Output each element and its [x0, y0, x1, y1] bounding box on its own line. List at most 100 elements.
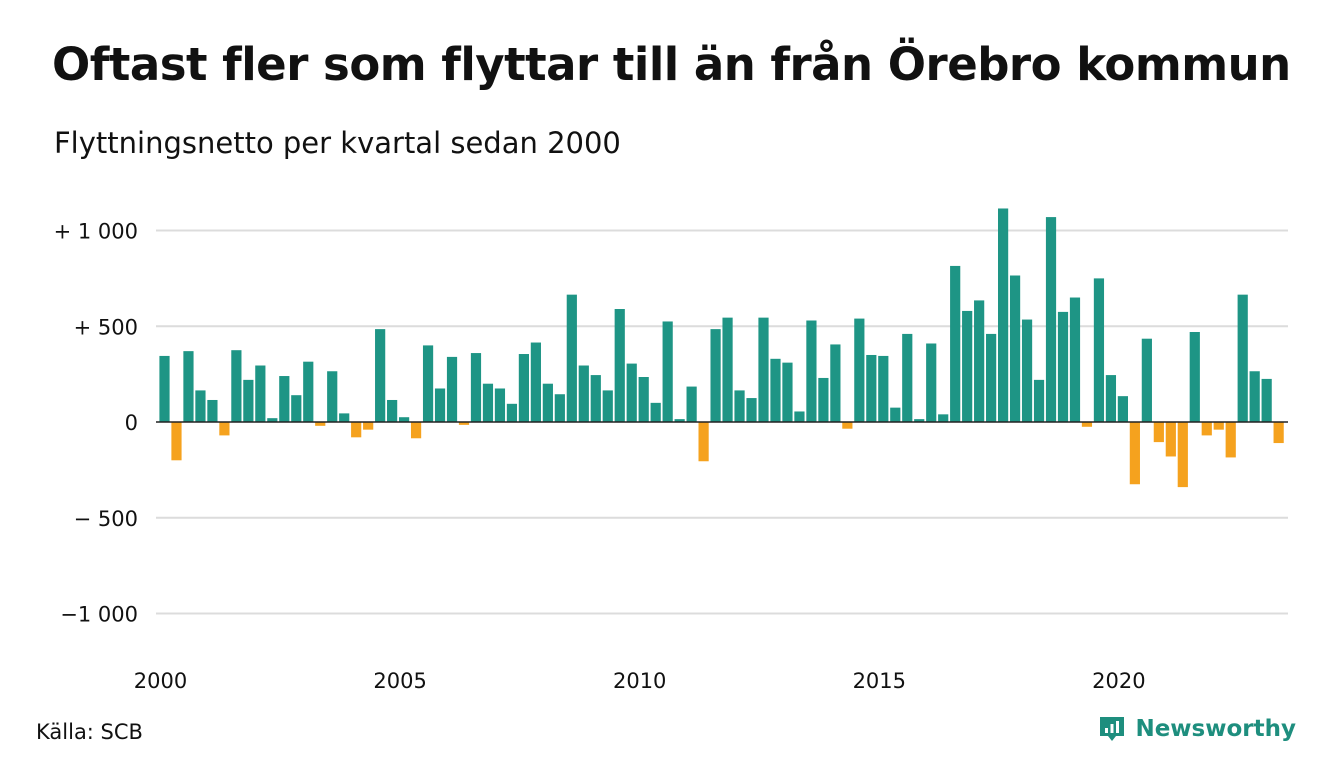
brand-name: Newsworthy — [1135, 716, 1296, 742]
bar — [794, 411, 805, 422]
bar — [422, 345, 434, 422]
y-tick-label: − 500 — [74, 507, 138, 531]
bar — [1141, 338, 1152, 422]
bar — [1237, 294, 1248, 422]
bar — [195, 390, 206, 422]
bar — [650, 402, 661, 422]
bar — [734, 390, 745, 422]
bar — [1201, 422, 1212, 436]
bar — [1057, 311, 1069, 422]
chart-subtitle: Flyttningsnetto per kvartal sedan 2000 — [54, 126, 621, 160]
bar — [1189, 332, 1200, 422]
bar — [1081, 422, 1093, 427]
bar — [842, 422, 853, 429]
bar — [363, 422, 374, 430]
bar — [626, 363, 637, 422]
x-tick-label: 2020 — [1092, 669, 1145, 693]
bar — [1069, 297, 1081, 422]
bar — [686, 386, 697, 422]
bar — [1021, 319, 1033, 422]
bar — [339, 413, 350, 422]
bar — [482, 383, 494, 422]
bar — [1153, 422, 1164, 443]
bar — [518, 354, 529, 422]
bar — [914, 419, 925, 422]
bar — [614, 309, 625, 422]
bar-chart: + 1 000 + 500 0 − 500 −1 000 2000 2005 2010 2015… — [54, 208, 1288, 693]
bar — [818, 377, 829, 422]
bar — [1213, 422, 1224, 430]
bar — [1273, 422, 1284, 444]
bar — [950, 265, 961, 422]
bar — [854, 318, 865, 422]
bar — [446, 356, 458, 422]
bar — [890, 407, 901, 422]
bar — [291, 395, 302, 422]
x-tick-label: 2015 — [853, 669, 906, 693]
bar — [1249, 371, 1260, 422]
bar — [1177, 422, 1188, 488]
bar — [315, 422, 326, 426]
brand-logo[interactable]: Newsworthy — [1097, 714, 1296, 744]
bar — [1033, 379, 1045, 422]
bar — [770, 358, 781, 422]
bar — [590, 375, 601, 422]
x-tick-label: 2000 — [134, 669, 187, 693]
y-tick-label: −1 000 — [60, 603, 138, 627]
newsworthy-logo-icon — [1100, 717, 1125, 741]
bar — [243, 379, 254, 422]
bar — [171, 422, 182, 461]
bar — [530, 342, 541, 422]
bar — [434, 388, 446, 422]
bar — [506, 403, 518, 422]
bar — [878, 355, 889, 422]
bar — [710, 329, 721, 422]
bar — [387, 399, 398, 422]
x-tick-label: 2005 — [373, 669, 426, 693]
bar — [231, 350, 242, 422]
source-label: Källa: SCB — [36, 720, 143, 744]
bar — [267, 418, 278, 422]
bar — [303, 361, 314, 422]
bar — [458, 422, 470, 425]
bar — [351, 422, 362, 438]
bar — [159, 355, 170, 422]
bar — [1009, 275, 1021, 422]
x-tick-label: 2010 — [613, 669, 666, 693]
bar — [1045, 217, 1057, 422]
bar — [1129, 422, 1140, 485]
bar — [638, 377, 649, 422]
y-tick-label: + 1 000 — [54, 220, 138, 244]
bar — [938, 414, 949, 422]
bar — [758, 317, 769, 422]
bar — [1105, 375, 1117, 422]
bar — [255, 365, 266, 422]
bar — [1093, 278, 1105, 423]
bar — [746, 398, 757, 422]
bar — [926, 343, 937, 422]
bar — [207, 399, 218, 422]
bar — [1225, 422, 1236, 458]
bar — [962, 310, 973, 422]
bar — [1117, 396, 1128, 422]
y-tick-label: 0 — [125, 411, 138, 435]
bar — [986, 333, 997, 422]
bar — [698, 422, 709, 462]
y-tick-label: + 500 — [74, 315, 138, 339]
bar — [494, 388, 506, 422]
chart-title: Oftast fler som flyttar till än från Öre… — [52, 38, 1291, 91]
bar — [279, 376, 290, 422]
bar — [866, 354, 877, 422]
bar — [998, 208, 1009, 422]
bar — [542, 383, 553, 422]
bar — [399, 417, 410, 422]
bar — [410, 422, 422, 439]
bar — [674, 419, 685, 422]
bar — [662, 321, 673, 422]
bar — [470, 353, 482, 422]
bar — [782, 362, 793, 422]
bar — [830, 344, 841, 422]
bar — [375, 329, 386, 422]
bar — [1261, 378, 1272, 422]
bar — [722, 317, 733, 422]
